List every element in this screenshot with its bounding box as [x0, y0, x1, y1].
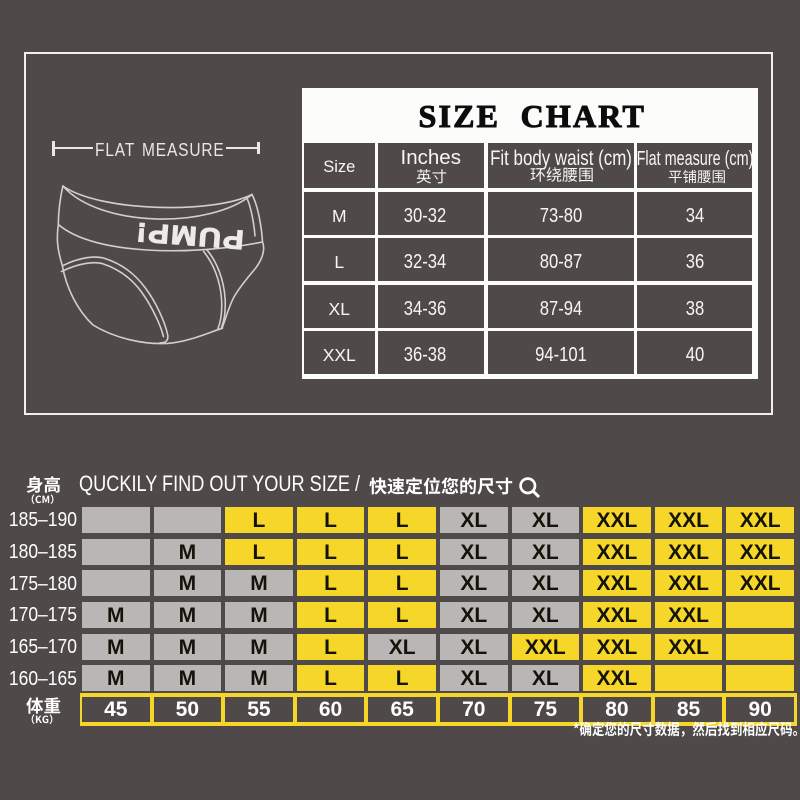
svg-text:PUMP!: PUMP! — [133, 216, 244, 254]
